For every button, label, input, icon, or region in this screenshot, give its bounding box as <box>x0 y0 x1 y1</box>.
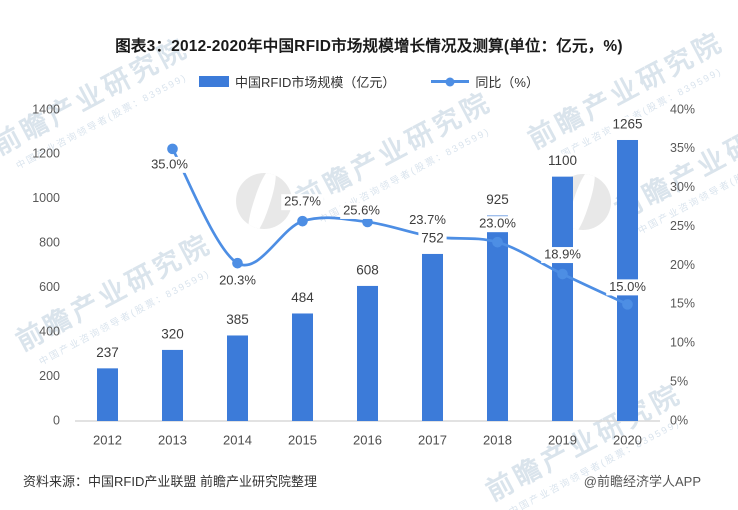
yoy-point-label-bg <box>281 194 324 211</box>
right-axis-tick: 25% <box>670 219 695 233</box>
left-axis-tick: 0 <box>53 413 60 427</box>
legend-item-market-size: 中国RFID市场规模（亿元） <box>199 72 395 91</box>
bar-value-label-bg <box>418 230 447 247</box>
line-marker <box>492 236 503 248</box>
right-axis-tick: 35% <box>670 141 695 155</box>
line-marker <box>557 268 568 280</box>
bar-value-label-bg <box>353 262 382 279</box>
bar-value-label: 1265 <box>612 117 642 132</box>
yoy-point-label: 20.3% <box>219 273 256 288</box>
bar <box>227 335 248 421</box>
left-axis-tick: 1200 <box>32 147 60 161</box>
line-marker <box>622 299 633 310</box>
x-axis-label: 2017 <box>418 432 447 447</box>
chart-title: 图表3：2012-2020年中国RFID市场规模增长情况及测算(单位：亿元，%) <box>115 38 623 55</box>
bar-value-label: 752 <box>421 231 444 246</box>
right-axis-tick: 40% <box>670 102 695 116</box>
credit-text: @前瞻经济学人APP <box>583 474 701 489</box>
x-axis-label: 2016 <box>353 432 382 447</box>
legend-item-yoy: 同比（%） <box>431 72 539 91</box>
legend: 中国RFID市场规模（亿元） 同比（%） <box>0 72 738 91</box>
yoy-point-label-bg <box>476 216 519 233</box>
yoy-point-label: 25.6% <box>343 202 380 217</box>
x-axis-label: 2013 <box>158 432 187 447</box>
x-axis-label: 2019 <box>548 432 577 447</box>
left-axis-tick: 1400 <box>32 102 60 116</box>
bar <box>97 368 118 421</box>
data-source-text: 资料来源：中国RFID产业联盟 前瞻产业研究院整理 <box>23 474 317 489</box>
left-axis-tick: 800 <box>39 236 60 250</box>
yoy-point-label-bg <box>406 212 449 229</box>
yoy-point-label-bg <box>216 273 259 290</box>
bar <box>162 349 183 421</box>
bar-value-label-bg <box>288 290 317 307</box>
left-axis-tick: 600 <box>39 280 60 294</box>
bar-value-label: 237 <box>96 345 119 360</box>
legend-label-yoy: 同比（%） <box>475 75 539 90</box>
right-axis-tick: 0% <box>670 413 688 427</box>
bar-value-label-bg <box>93 345 122 362</box>
yoy-point-label-bg <box>606 279 649 296</box>
right-axis-tick: 20% <box>670 258 695 272</box>
x-axis-label: 2014 <box>223 432 252 447</box>
bar-value-label: 608 <box>356 262 379 277</box>
bar-value-label: 1100 <box>548 153 577 168</box>
line-marker <box>362 216 373 228</box>
yoy-point-label-bg <box>148 156 191 173</box>
left-axis-tick: 200 <box>39 369 60 383</box>
bar-value-label: 320 <box>161 326 184 341</box>
yoy-point-label: 15.0% <box>609 279 646 294</box>
yoy-point-label: 18.9% <box>544 246 581 261</box>
bar <box>487 215 508 421</box>
x-axis-label: 2015 <box>288 432 317 447</box>
line-marker <box>232 257 243 269</box>
bar-value-label: 484 <box>291 290 314 305</box>
right-axis-tick: 15% <box>670 297 695 311</box>
line-swatch-icon <box>431 77 470 86</box>
bar-value-label-bg <box>483 192 512 209</box>
x-axis-label: 2012 <box>93 432 122 447</box>
legend-label-market-size: 中国RFID市场规模（亿元） <box>235 75 396 90</box>
bar <box>292 313 313 421</box>
left-axis-tick: 400 <box>39 324 60 338</box>
yoy-point-label: 23.0% <box>479 216 516 231</box>
footer: 资料来源：中国RFID产业联盟 前瞻产业研究院整理 @前瞻经济学人APP <box>23 471 701 490</box>
bar-value-label-bg <box>223 312 252 329</box>
line-marker <box>297 215 308 227</box>
yoy-point-label: 35.0% <box>151 156 188 171</box>
yoy-point-label: 25.7% <box>284 194 321 209</box>
bar-value-label: 925 <box>486 192 509 207</box>
yoy-point-label-bg <box>340 202 383 219</box>
bar-swatch-icon <box>199 76 230 87</box>
x-axis-label: 2020 <box>613 432 642 447</box>
yoy-point-label: 23.7% <box>409 212 446 227</box>
left-axis-tick: 1000 <box>32 191 60 205</box>
x-axis-label: 2018 <box>483 432 512 447</box>
bar-value-label: 385 <box>226 312 249 327</box>
right-axis-tick: 5% <box>670 374 688 388</box>
yoy-point-label-bg <box>541 247 584 264</box>
bar-value-label-bg <box>544 153 581 170</box>
bar <box>422 253 443 421</box>
bar <box>552 176 573 421</box>
right-axis-tick: 10% <box>670 336 695 350</box>
right-axis-tick: 30% <box>670 180 695 194</box>
bar-value-label-bg <box>609 116 646 133</box>
bar <box>357 285 378 421</box>
bar-value-label-bg <box>158 326 187 343</box>
line-marker <box>167 143 178 155</box>
